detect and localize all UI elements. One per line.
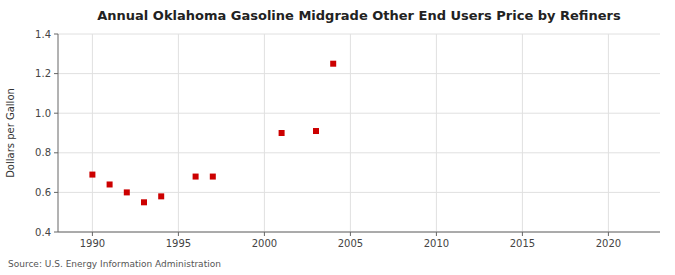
point [107,181,113,187]
point [89,172,95,178]
grid [58,34,660,232]
tick-label: 0.4 [35,227,51,238]
tick-mark [54,192,58,193]
tick-label: 1990 [80,238,105,249]
point [193,174,199,180]
tick-label: 0.6 [35,187,51,198]
grid-line [92,34,93,232]
grid-line [58,232,660,233]
point [210,174,216,180]
grid-line [522,34,523,232]
tick-mark [178,232,179,236]
tick-mark [54,113,58,114]
tick-label: 1.4 [35,29,51,40]
points [89,61,336,206]
tick-mark [436,232,437,236]
grid-line [58,34,660,35]
tick-mark [522,232,523,236]
tick-mark [54,73,58,74]
tick-mark [54,232,58,233]
point [330,61,336,67]
point [124,189,130,195]
tick-mark [92,232,93,236]
tick-label: 1.2 [35,68,51,79]
tick-label: 2010 [424,238,449,249]
grid-line [58,113,660,114]
grid-line [436,34,437,232]
tick-label: 0.8 [35,147,51,158]
tick-label: 2020 [596,238,621,249]
annotation: Source: U.S. Energy Information Administ… [8,259,221,269]
point [158,193,164,199]
tick-label: 2015 [510,238,535,249]
grid-line [58,73,660,74]
x-axis [58,232,660,233]
point [279,130,285,136]
grid-line [350,34,351,232]
tick-label: 2000 [252,238,277,249]
grid-line [264,34,265,232]
grid-line [178,34,179,232]
tick-mark [264,232,265,236]
title: Annual Oklahoma Gasoline Midgrade Other … [97,8,621,23]
tick-mark [54,152,58,153]
grid-line [58,192,660,193]
tick-label: 1.0 [35,108,51,119]
tick-label: 1995 [166,238,191,249]
grid-line [608,34,609,232]
point [313,128,319,134]
chart: Annual Oklahoma Gasoline Midgrade Other … [0,0,675,275]
point [141,199,147,205]
tick-mark [54,34,58,35]
grid-line [58,152,660,153]
y-axis [58,34,59,232]
axis-label: Dollars per Gallon [5,88,16,178]
tick-label: 2005 [338,238,363,249]
tick-mark [608,232,609,236]
tick-mark [350,232,351,236]
